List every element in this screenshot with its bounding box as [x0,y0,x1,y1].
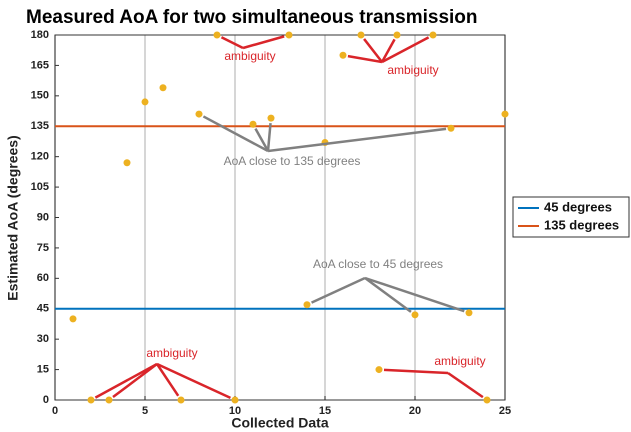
x-tick-label: 10 [229,405,241,417]
annotation-arrow [156,362,231,400]
annotation-arrow [381,36,430,64]
annotation-arrow [242,35,285,50]
x-tick-label: 25 [499,405,511,417]
point [159,84,167,92]
point [249,120,257,128]
annotation-arrow [254,127,270,152]
y-tick-label: 30 [37,333,49,345]
annotation-arrow [364,276,465,313]
annotation: ambiguity [387,63,438,77]
legend-label: 135 degrees [544,217,619,232]
legend-label: 45 degrees [544,199,612,214]
annotation-arrow [363,38,383,63]
point [87,396,95,404]
y-tick-label: 180 [31,29,49,41]
annotation-arrow [347,54,383,64]
point [429,31,437,39]
y-tick-label: 105 [31,181,49,193]
y-tick-label: 90 [37,211,49,223]
point [213,31,221,39]
plot-frame [54,34,506,401]
point [141,98,149,106]
y-tick-label: 0 [43,394,49,406]
annotation-arrow [155,363,180,397]
point [69,315,77,323]
point [105,396,113,404]
chart-title: Measured AoA for two simultaneous transm… [26,7,478,28]
annotation-arrow [364,276,412,313]
annotation-arrow [220,36,244,50]
x-tick-label: 0 [52,405,58,417]
annotation: AoA close to 135 degrees [224,154,361,168]
point [195,110,203,118]
annotation: AoA close to 45 degrees [313,257,443,271]
y-tick-label: 150 [31,90,49,102]
legend-box [512,196,630,238]
y-tick-label: 120 [31,151,49,163]
point [357,31,365,39]
x-tick-label: 20 [409,405,421,417]
point [465,309,473,317]
annotation-arrow [383,368,449,375]
annotation-arrow [380,38,396,63]
y-tick-label: 165 [31,59,49,71]
annotation-arrow [112,363,158,398]
x-tick-label: 15 [319,405,331,417]
x-tick-label: 5 [142,405,148,417]
point [231,396,239,404]
point [177,396,185,404]
y-tick-label: 135 [31,120,49,132]
point [267,114,275,122]
point [339,51,347,59]
annotation-arrow [94,362,158,399]
annotation: ambiguity [146,346,197,360]
point [393,31,401,39]
annotation: ambiguity [224,49,275,63]
point [501,110,509,118]
point [123,159,131,167]
point [411,311,419,319]
annotation-arrow [266,123,272,152]
y-tick-label: 60 [37,272,49,284]
annotation-arrow [202,115,269,153]
annotation-arrow [267,127,447,153]
annotation-arrow [311,276,366,304]
x-axis-label: Collected Data [231,415,328,431]
point [375,366,383,374]
point [447,124,455,132]
annotation: ambiguity [434,354,485,368]
y-tick-label: 75 [37,242,49,254]
point [285,31,293,39]
point [483,396,491,404]
annotation-arrow [447,371,484,399]
y-axis-label: Estimated AoA (degrees) [5,135,21,300]
y-tick-label: 15 [37,363,49,375]
y-tick-label: 45 [37,303,49,315]
point [303,301,311,309]
